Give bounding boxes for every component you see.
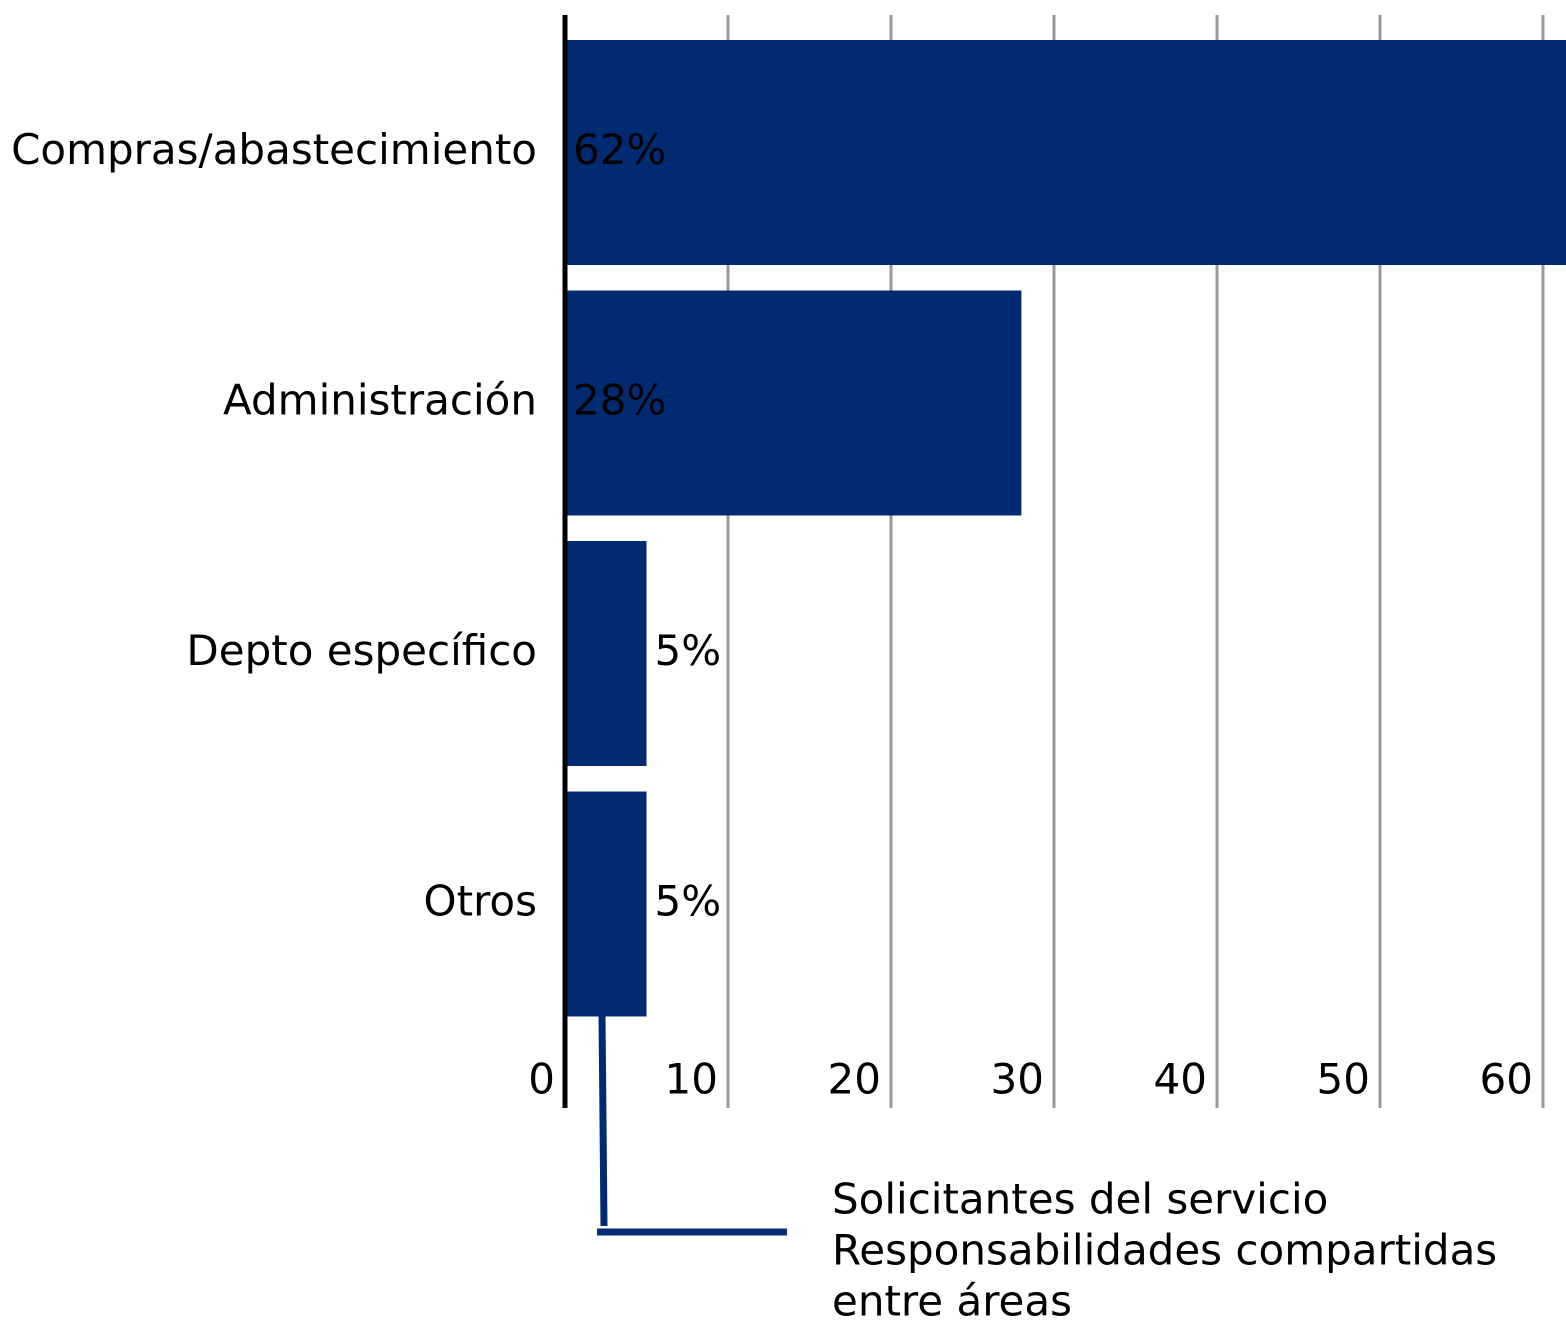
x-tick-label: 0 [528,1055,555,1104]
annotation: entre áreas [832,1277,1072,1323]
category-label: Otros [424,877,537,926]
bar [565,290,1022,516]
value-label: 5% [655,626,722,675]
x-tick-label: 10 [665,1055,718,1104]
x-tick-label: 50 [1317,1055,1370,1104]
bar [565,40,1566,265]
x-tick-label: 60 [1480,1055,1533,1104]
annotation: Solicitantes del servicio [832,1175,1328,1224]
value-label: 62% [573,125,666,174]
x-tick-label: 40 [1154,1055,1207,1104]
annotation: Responsabilidades compartidas [832,1226,1497,1275]
category-label: Administración [223,376,537,425]
value-label: 28% [573,376,666,425]
x-tick-label: 30 [991,1055,1044,1104]
bar [565,791,647,1017]
category-label: Depto específico [186,626,537,675]
category-label: Compras/abastecimiento [11,125,537,174]
bar [565,541,647,766]
x-tick-label: 20 [828,1055,881,1104]
callout-line [598,1015,608,1227]
value-label: 5% [655,877,722,926]
